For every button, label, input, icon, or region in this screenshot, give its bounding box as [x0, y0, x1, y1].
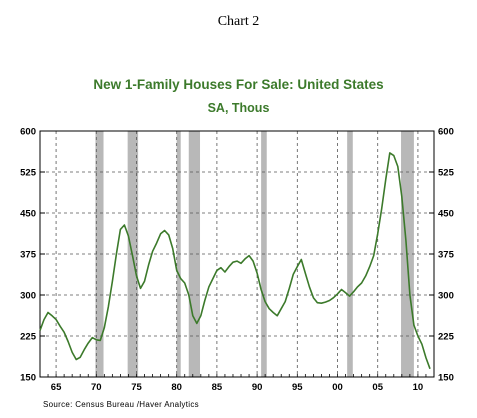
y-tick-label-right: 525: [438, 168, 455, 179]
gridlines: [40, 131, 434, 377]
y-tick-label-right: 300: [438, 291, 454, 302]
source-note: Source: Census Bureau /Haver Analytics: [43, 400, 199, 409]
x-tick-label: 95: [292, 382, 303, 393]
recession-band: [347, 131, 353, 377]
y-tick-label-left: 525: [20, 168, 37, 179]
chart-number: Chart 2: [217, 14, 260, 29]
x-tick-label: 10: [413, 382, 424, 393]
y-tick-label-left: 600: [20, 127, 36, 138]
y-tick-label-right: 600: [438, 127, 454, 138]
chart-subtitle: SA, Thous: [207, 101, 270, 115]
x-tick-label: 65: [51, 382, 62, 393]
x-tick-label: 80: [171, 382, 182, 393]
chart-title: New 1-Family Houses For Sale: United Sta…: [93, 77, 384, 92]
x-tick-label: 85: [212, 382, 223, 393]
y-tick-label-right: 150: [438, 373, 454, 384]
y-tick-label-left: 300: [20, 291, 36, 302]
x-tick-label: 00: [332, 382, 343, 393]
y-tick-label-right: 450: [438, 209, 454, 220]
series-layer: [39, 152, 431, 370]
series-line: [39, 152, 431, 370]
recession-band: [188, 131, 201, 377]
y-tick-label-right: 375: [438, 250, 455, 261]
recession-band: [95, 131, 104, 377]
x-tick-label: 05: [372, 382, 383, 393]
y-tick-label-left: 375: [20, 250, 37, 261]
axis-ticks: 150 150 225 225 300 300 375 375 450 450 525 525 600 6…: [20, 127, 454, 394]
x-tick-label: 75: [131, 382, 142, 393]
x-tick-label: 90: [252, 382, 263, 393]
y-tick-label-left: 150: [20, 373, 36, 384]
y-tick-label-left: 450: [20, 209, 36, 220]
x-tick-label: 70: [91, 382, 102, 393]
y-tick-label-right: 225: [438, 332, 455, 343]
y-tick-label-left: 225: [20, 332, 37, 343]
